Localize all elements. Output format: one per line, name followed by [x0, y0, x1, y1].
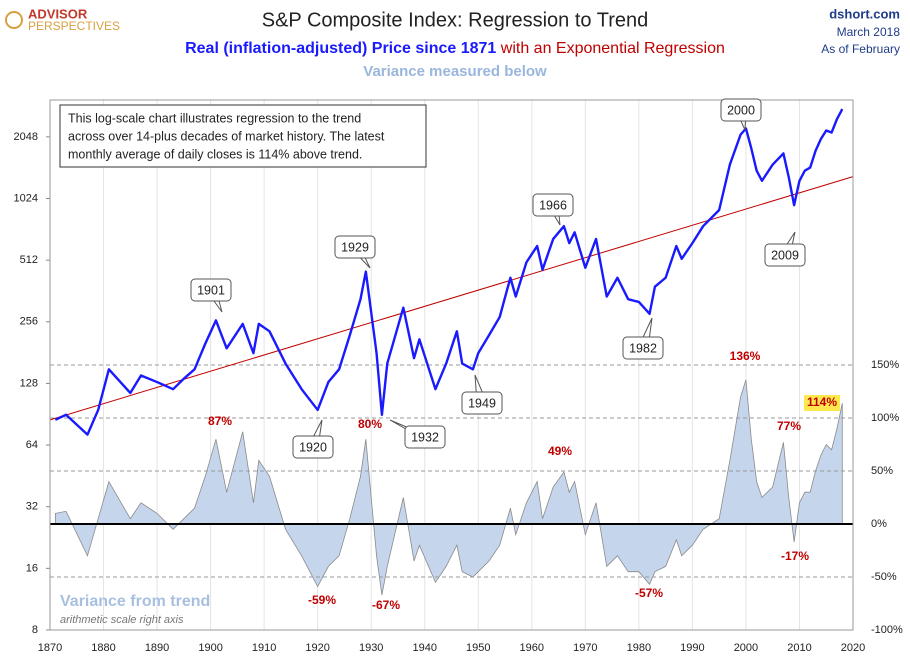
x-tick-label: 2000	[734, 642, 758, 654]
note-text: monthly average of daily closes is 114% …	[68, 147, 362, 161]
y-tick-label: 128	[20, 377, 38, 389]
x-tick-label: 1870	[38, 642, 62, 654]
logo: PERSPECTIVES	[28, 19, 120, 33]
chart-subtitle: Variance measured below	[363, 63, 547, 80]
x-tick-label: 1960	[520, 642, 544, 654]
x-tick-label: 2010	[787, 642, 811, 654]
variance-label: -59%	[308, 593, 336, 607]
callout-label: 2009	[771, 248, 799, 262]
y2-tick-label: -100%	[871, 624, 903, 636]
note-text: across over 14-plus decades of market hi…	[68, 129, 385, 143]
callout-box	[532, 193, 574, 217]
chart-subtitle: Real (inflation-adjusted) Price since 18…	[185, 40, 725, 57]
x-tick-label: 1950	[466, 642, 490, 654]
x-tick-label: 2020	[841, 642, 865, 654]
variance-subtitle: arithmetic scale right axis	[60, 614, 184, 626]
y-tick-label: 1024	[14, 192, 38, 204]
source: As of February	[821, 42, 900, 56]
note-box	[59, 104, 427, 168]
x-tick-label: 1940	[412, 642, 436, 654]
y2-tick-label: -50%	[871, 571, 897, 583]
variance-title: Variance from trend	[60, 593, 210, 610]
callout-box	[461, 391, 503, 415]
y2-tick-label: 0%	[871, 518, 887, 530]
y2-tick-label: 100%	[871, 412, 899, 424]
variance-label: 49%	[548, 444, 572, 458]
variance-label: 114%	[807, 395, 837, 409]
callout-label: 1966	[539, 198, 567, 212]
callout-label: 1982	[629, 341, 657, 355]
y-tick-label: 64	[26, 439, 38, 451]
variance-area	[54, 379, 843, 596]
plot-frame	[49, 99, 854, 631]
x-tick-label: 1900	[198, 642, 222, 654]
highlight	[804, 395, 840, 411]
variance-label: 80%	[358, 417, 382, 431]
callout-box	[404, 425, 446, 449]
callout-box	[334, 235, 376, 259]
chart-title: S&P Composite Index: Regression to Trend	[262, 9, 649, 31]
y-tick-label: 32	[26, 501, 38, 513]
callout-box	[190, 278, 232, 302]
logo-icon	[5, 11, 23, 29]
variance-label: -17%	[781, 549, 809, 563]
y-tick-label: 256	[20, 316, 38, 328]
source: March 2018	[837, 25, 901, 39]
logo: ADVISOR	[28, 6, 88, 21]
subtitle-part: with an Exponential Regression	[500, 40, 725, 57]
x-tick-label: 1890	[145, 642, 169, 654]
price-line	[54, 108, 844, 436]
x-tick-label: 1930	[359, 642, 383, 654]
x-tick-label: 1980	[627, 642, 651, 654]
callout-label: 1932	[411, 430, 439, 444]
callout-box	[720, 98, 762, 122]
callout-label: 2000	[727, 103, 755, 117]
y-tick-label: 16	[26, 562, 38, 574]
y2-tick-label: 150%	[871, 359, 899, 371]
x-tick-label: 1990	[680, 642, 704, 654]
variance-label: 136%	[730, 349, 761, 363]
callout-label: 1920	[299, 440, 327, 454]
source: dshort.com	[829, 6, 900, 21]
x-tick-label: 1920	[305, 642, 329, 654]
callout-box	[292, 435, 334, 459]
callout-label: 1901	[197, 283, 225, 297]
y-tick-label: 8	[32, 624, 38, 636]
callout-label: 1949	[468, 396, 496, 410]
y2-tick-label: 50%	[871, 465, 893, 477]
variance-label: -67%	[372, 598, 400, 612]
variance-label: -57%	[635, 586, 663, 600]
callout-box	[764, 243, 806, 267]
x-tick-label: 1880	[91, 642, 115, 654]
y-tick-label: 2048	[14, 131, 38, 143]
x-tick-label: 1970	[573, 642, 597, 654]
callout-box	[622, 336, 664, 360]
y-tick-label: 512	[20, 254, 38, 266]
note-text: This log-scale chart illustrates regress…	[68, 111, 361, 125]
variance-label: 87%	[208, 414, 232, 428]
x-tick-label: 1910	[252, 642, 276, 654]
subtitle-part: Real (inflation-adjusted) Price since 18…	[185, 40, 496, 57]
callout-label: 1929	[341, 240, 369, 254]
variance-label: 77%	[777, 419, 801, 433]
